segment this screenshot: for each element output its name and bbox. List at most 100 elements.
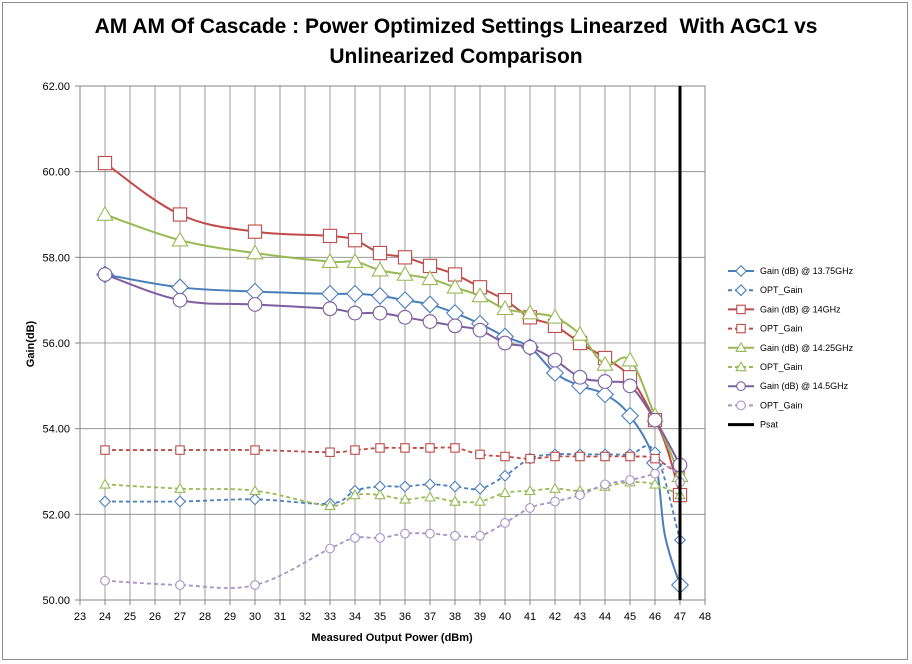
legend-swatch-marker	[735, 360, 747, 372]
data-point	[650, 468, 660, 479]
data-point	[371, 261, 389, 277]
data-point	[475, 449, 485, 460]
data-point	[446, 278, 464, 294]
data-point	[98, 495, 112, 508]
x-tick-label: 30	[249, 611, 261, 623]
data-point	[172, 207, 188, 222]
x-tick-label: 42	[549, 611, 561, 623]
data-point	[525, 503, 535, 513]
legend-label: Psat	[760, 420, 779, 430]
data-point	[396, 265, 414, 281]
legend-item: Gain (dB) @ 13.75GHz	[728, 264, 854, 278]
legend-item: Psat	[728, 420, 779, 430]
series-line	[104, 445, 681, 541]
data-point	[472, 322, 488, 338]
data-point	[100, 575, 110, 586]
data-point	[647, 412, 663, 428]
data-point	[549, 482, 561, 493]
data-point	[325, 543, 335, 554]
legend-label: Gain (dB) @ 14.5GHz	[760, 381, 849, 391]
data-point	[172, 292, 188, 308]
y-tick-label: 60.00	[42, 167, 70, 179]
y-tick-label: 62.00	[42, 81, 70, 93]
data-point	[421, 269, 439, 286]
data-point	[649, 478, 661, 489]
legend-label: OPT_Gain	[760, 285, 803, 295]
data-point	[425, 528, 435, 539]
data-point	[423, 478, 437, 491]
data-point	[395, 291, 415, 310]
data-point	[471, 287, 489, 303]
data-point	[400, 528, 410, 539]
data-point	[250, 445, 260, 455]
legend-label: OPT_Gain	[760, 324, 803, 334]
data-point	[620, 406, 640, 425]
series-5	[99, 476, 686, 510]
data-point	[375, 533, 385, 543]
data-point	[596, 355, 614, 371]
data-point	[420, 295, 440, 314]
series-line	[104, 273, 681, 586]
data-point	[250, 580, 260, 590]
x-tick-label: 28	[199, 611, 211, 623]
y-axis-title: Gain(dB)	[25, 320, 37, 367]
series-line	[104, 466, 681, 589]
data-point	[349, 489, 361, 500]
data-point	[473, 482, 487, 495]
data-point	[175, 445, 185, 455]
x-tick-label: 23	[74, 611, 86, 623]
y-tick-label: 56.00	[42, 338, 70, 350]
data-point	[97, 155, 113, 171]
data-point	[246, 244, 264, 260]
legend-item: Gain (dB) @ 14GHz	[728, 304, 841, 314]
data-point	[622, 378, 638, 394]
legend-swatch-marker	[736, 381, 746, 392]
legend-item: Gain (dB) @ 14.25GHz	[728, 341, 854, 353]
y-tick-label: 58.00	[42, 252, 70, 264]
legend-swatch-marker	[734, 284, 748, 297]
data-point	[247, 224, 263, 239]
data-point	[320, 284, 340, 303]
legend-swatch-marker	[735, 341, 747, 353]
data-point	[173, 495, 187, 508]
data-point	[370, 286, 390, 305]
series-6	[97, 267, 688, 473]
data-point	[597, 374, 613, 389]
data-point	[171, 231, 189, 247]
x-tick-label: 29	[224, 611, 236, 623]
chart-title: AM AM Of Cascade : Power Optimized Setti…	[0, 12, 912, 72]
data-point	[550, 451, 560, 462]
data-point	[499, 486, 511, 498]
data-point	[600, 479, 610, 490]
data-point	[325, 447, 335, 457]
data-point	[650, 453, 660, 464]
x-tick-label: 24	[99, 611, 111, 623]
data-point	[575, 451, 585, 462]
data-point	[324, 499, 336, 510]
data-point	[248, 493, 262, 506]
series-7	[100, 466, 685, 590]
x-tick-label: 48	[699, 611, 711, 623]
data-point	[99, 478, 111, 489]
data-point	[399, 493, 411, 504]
data-point	[372, 305, 388, 321]
legend-label: OPT_Gain	[760, 400, 803, 410]
data-point	[571, 325, 589, 341]
data-point	[500, 518, 510, 528]
data-point	[547, 352, 563, 368]
data-point	[247, 297, 263, 312]
data-point	[450, 530, 460, 541]
data-point	[175, 580, 185, 590]
data-point	[350, 445, 360, 455]
data-point	[595, 385, 615, 404]
x-tick-label: 38	[449, 611, 461, 623]
x-tick-label: 41	[524, 611, 536, 623]
data-point	[600, 451, 610, 462]
legend-label: Gain (dB) @ 14GHz	[760, 304, 841, 314]
x-tick-label: 39	[474, 611, 486, 623]
data-point	[375, 443, 385, 453]
legend-label: Gain (dB) @ 13.75GHz	[760, 266, 854, 276]
data-point	[498, 469, 512, 482]
data-point	[347, 305, 363, 321]
chart-title-line-1: AM AM Of Cascade : Power Optimized Setti…	[94, 15, 818, 38]
